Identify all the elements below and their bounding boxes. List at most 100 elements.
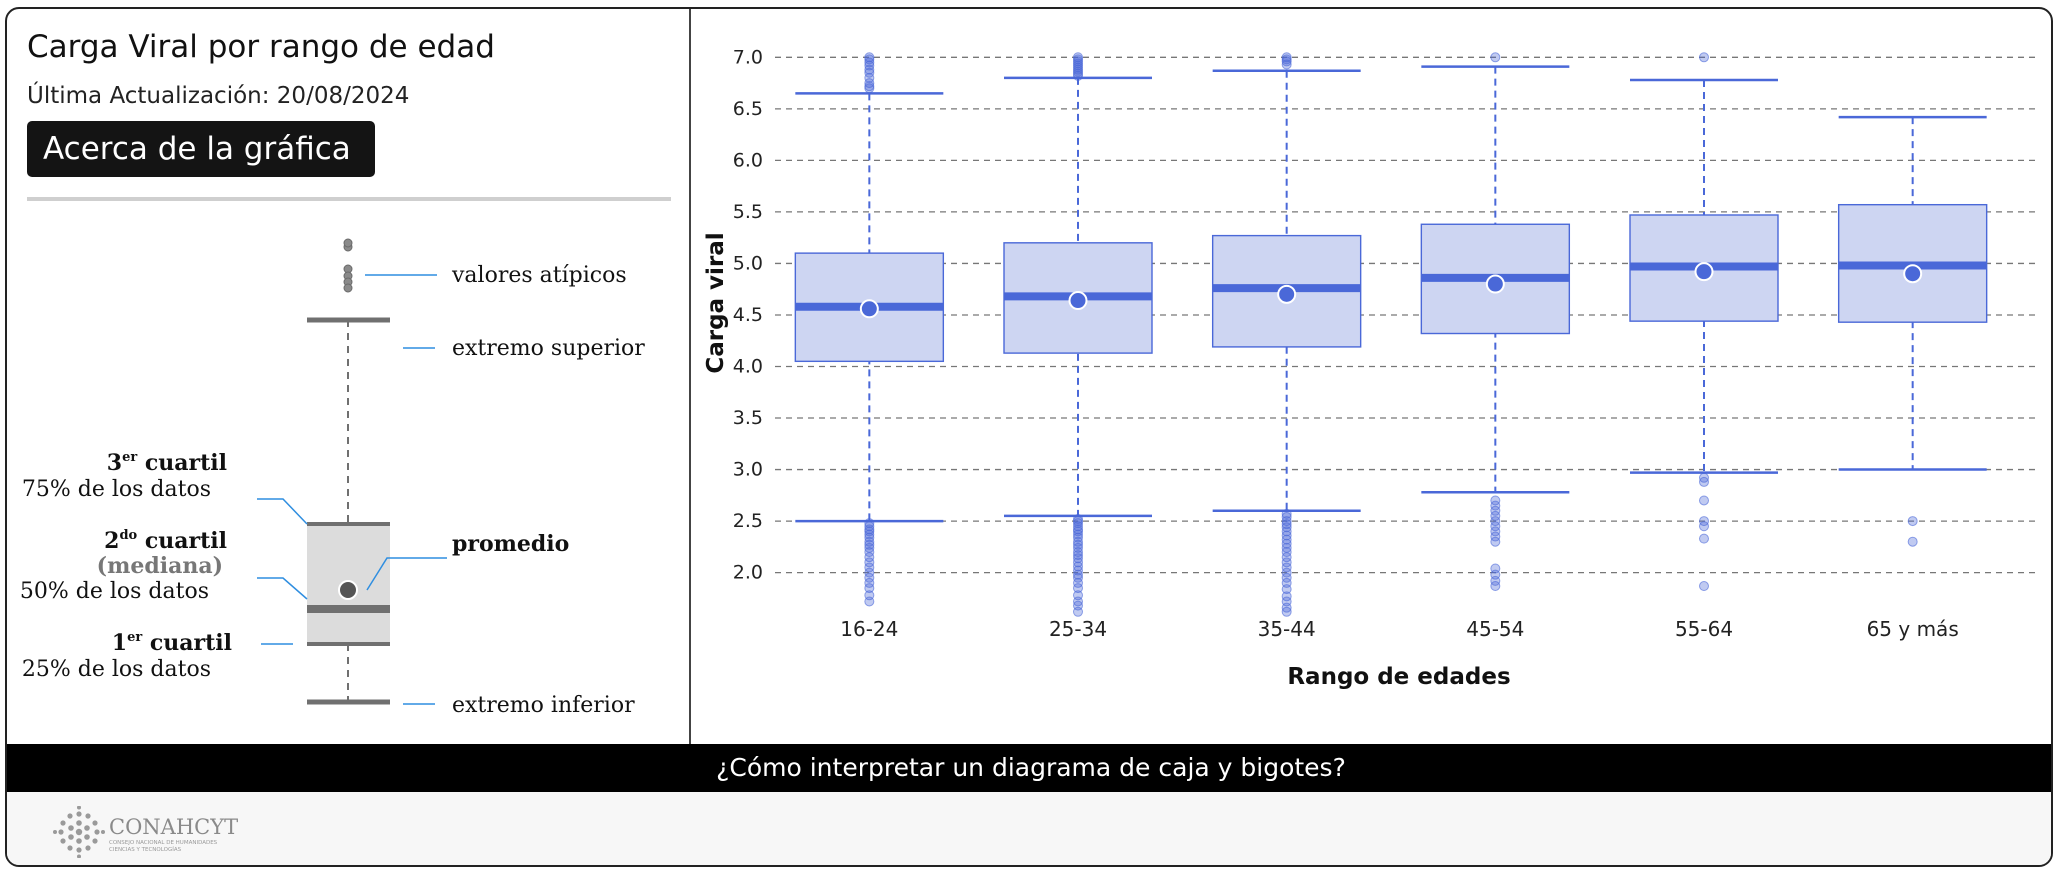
outlier-point: [1073, 577, 1083, 588]
y-tick-label: 4.5: [733, 304, 763, 326]
x-tick-label: 35-44: [1258, 617, 1316, 641]
outlier-point: [1490, 500, 1501, 511]
y-axis-title: Carga viral: [703, 232, 729, 373]
outlier-point: [1490, 52, 1501, 63]
outlier-point: [864, 67, 875, 78]
interpret-banner-button[interactable]: ¿Cómo interpretar un diagrama de caja y …: [7, 744, 2051, 792]
outlier-point: [864, 577, 875, 588]
y-tick-label: 4.0: [733, 355, 763, 377]
outlier-point: [864, 78, 875, 89]
last-updated: Última Actualización: 20/08/2024: [27, 83, 410, 109]
outlier-point: [864, 83, 875, 94]
outlier-point: [1281, 56, 1292, 67]
mean-point: [1485, 274, 1505, 294]
outlier-point: [864, 562, 875, 573]
footer: CONAHCYT CONSEJO NACIONAL DE HUMANIDADES…: [7, 792, 2051, 865]
boxplot-chart: 7.0 6.5 6.0 5.5 5.0 4.5 4.0 3.5 3.0 2.5 2.0 16-24 25…: [703, 46, 2037, 690]
outlier-point: [1073, 569, 1083, 580]
chart-panel: 7.0 6.5 6.0 5.5 5.0 4.5 4.0 3.5 3.0 2.5 2.0 16-24 25…: [691, 9, 2051, 744]
outlier-point: [864, 567, 875, 578]
x-tick-label: 25-34: [1049, 617, 1107, 641]
outlier-point: [864, 583, 875, 594]
outlier-point: [1699, 476, 1709, 487]
guide-outlier-dots: [343, 238, 353, 293]
outlier-point: [1281, 606, 1292, 617]
outlier-point: [1281, 59, 1292, 70]
outlier-point: [1073, 529, 1083, 540]
info-panel: Carga Viral por rango de edad Última Act…: [7, 9, 691, 744]
outlier-point: [1281, 552, 1292, 563]
outlier-point: [1281, 572, 1292, 583]
outlier-point: [1281, 508, 1292, 519]
guide-mean-dot: [338, 580, 358, 600]
guide-upper-label: extremo superior: [452, 336, 645, 361]
about-chart-button[interactable]: Acerca de la gráfica: [27, 121, 375, 177]
mean-point: [1277, 284, 1297, 304]
outlier-point: [864, 572, 875, 583]
y-tick-label: 2.0: [733, 562, 763, 584]
box-4: 55-64: [1629, 52, 1779, 641]
outlier-point: [1907, 516, 1918, 527]
guide-q1-title: 1er cuartil: [112, 630, 232, 656]
outlier-point: [1699, 533, 1709, 544]
page-title: Carga Viral por rango de edad: [27, 29, 495, 65]
mean-point: [859, 299, 879, 319]
logo-subtext-1: CONSEJO NACIONAL DE HUMANIDADES: [109, 840, 218, 846]
outlier-point: [1281, 584, 1292, 595]
conahcyt-logo: CONAHCYT CONSEJO NACIONAL DE HUMANIDADES…: [53, 806, 238, 858]
outlier-point: [1490, 536, 1501, 547]
outlier-point: [1699, 581, 1709, 592]
mean-point: [1694, 262, 1714, 282]
outlier-point: [1281, 519, 1292, 530]
logo-dots-icon: [53, 806, 105, 858]
mean-point: [1903, 264, 1923, 284]
guide-outliers-label: valores atípicos: [451, 263, 627, 288]
boxplot-guide: valores atípicos extremo superior 3er cu…: [20, 238, 645, 718]
outlier-point: [1490, 495, 1501, 506]
x-tick-label: 45-54: [1466, 617, 1524, 641]
outlier-point: [1490, 510, 1501, 521]
x-tick-label: 16-24: [840, 617, 898, 641]
outlier-point: [1490, 581, 1501, 592]
guide-q2-median: (mediana): [97, 553, 223, 579]
y-tick-label: 6.0: [733, 149, 763, 171]
outlier-point: [1490, 531, 1501, 542]
box-2: 35-44: [1211, 52, 1362, 641]
outlier-point: [1073, 521, 1083, 532]
outlier-point: [1490, 526, 1501, 537]
outlier-point: [1699, 52, 1709, 63]
guide-q3-desc: 75% de los datos: [22, 477, 211, 502]
outlier-point: [864, 521, 875, 532]
outlier-point: [1490, 516, 1501, 527]
outlier-point: [1699, 516, 1709, 527]
outlier-point: [1281, 557, 1292, 568]
guide-q2-title: 2do cuartil: [104, 528, 227, 554]
mean-point: [1068, 291, 1088, 311]
outlier-point: [864, 596, 875, 607]
y-tick-label: 7.0: [733, 46, 763, 68]
outlier-point: [1073, 572, 1083, 583]
y-tick-label: 3.5: [733, 407, 763, 429]
guide-connectors: [257, 274, 447, 705]
box-3: 45-54: [1420, 52, 1571, 641]
outlier-point: [864, 529, 875, 540]
outlier-point: [864, 557, 875, 568]
outlier-point: [1073, 539, 1083, 550]
guide-lower-label: extremo inferior: [452, 693, 635, 718]
x-tick-label: 65 y más: [1867, 617, 1959, 641]
outlier-point: [864, 64, 875, 75]
outlier-point: [1490, 505, 1501, 516]
box-0: 16-24: [794, 52, 945, 641]
guide-q3-title: 3er cuartil: [107, 450, 227, 476]
logo-text: CONAHCYT: [109, 815, 238, 839]
divider: [27, 197, 671, 201]
outlier-point: [1073, 70, 1083, 81]
outlier-point: [864, 539, 875, 550]
outlier-point: [864, 552, 875, 563]
box-1: 25-34: [1003, 52, 1153, 641]
outlier-point: [864, 57, 875, 68]
logo-subtext-2: CIENCIAS Y TECNOLOGÍAS: [109, 846, 182, 853]
outlier-point: [1073, 550, 1083, 561]
outlier-point: [1073, 606, 1083, 617]
outlier-point: [1907, 536, 1918, 547]
